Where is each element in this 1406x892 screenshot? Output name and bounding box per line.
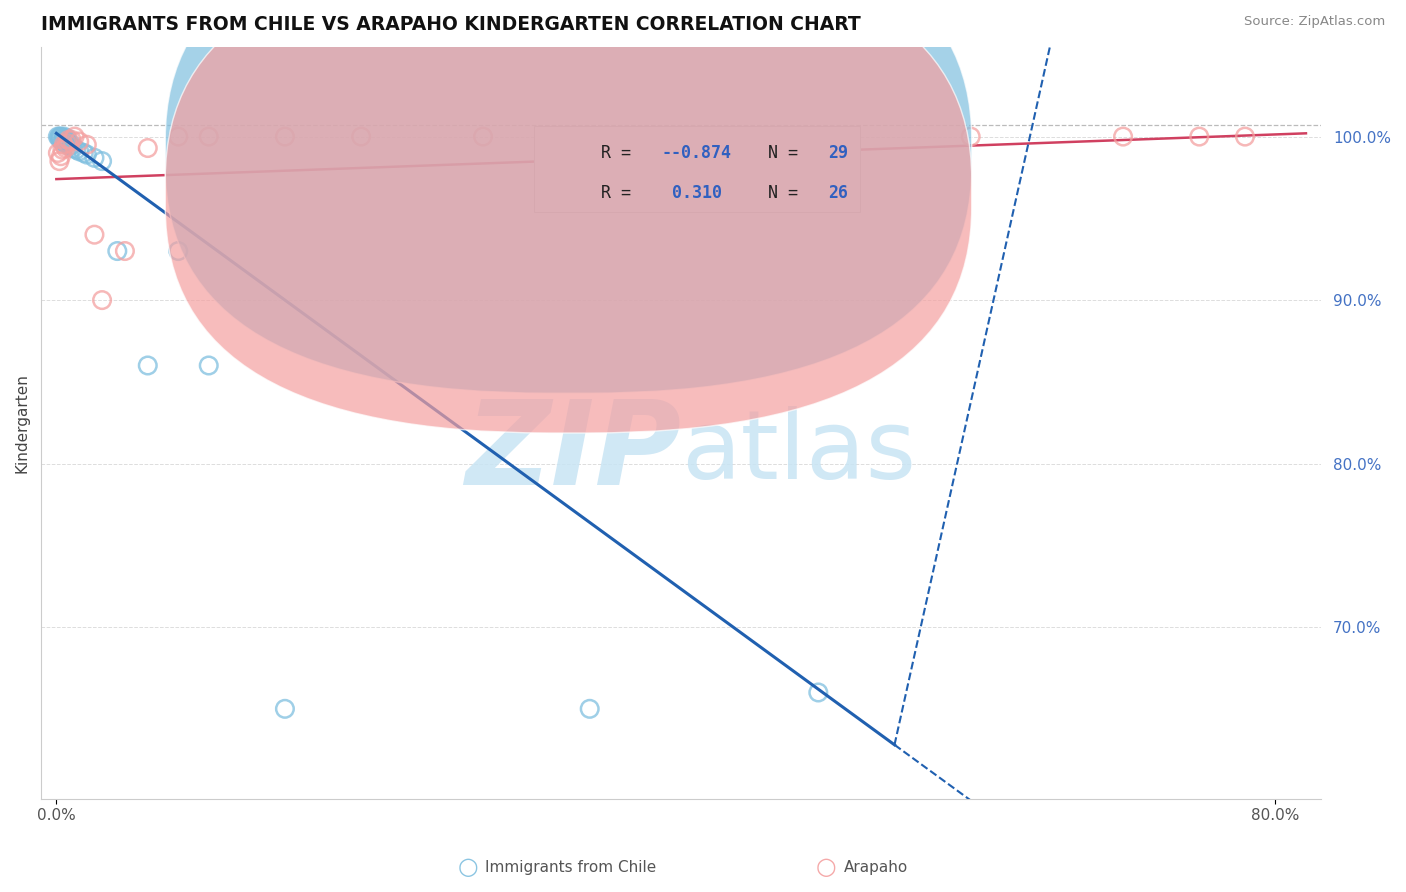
Point	[73, 145, 96, 160]
Text: 0.310: 0.310	[662, 184, 721, 202]
Text: 26: 26	[828, 184, 848, 202]
Point	[59, 139, 82, 153]
Point	[46, 145, 69, 160]
Point	[49, 133, 72, 147]
Point	[91, 154, 114, 169]
Text: N =: N =	[748, 145, 807, 162]
Text: R =: R =	[600, 184, 641, 202]
Point	[60, 137, 83, 152]
FancyBboxPatch shape	[534, 126, 860, 212]
Point	[65, 143, 87, 157]
Point	[58, 136, 80, 150]
Point	[51, 143, 73, 157]
Point	[62, 141, 84, 155]
Text: atlas: atlas	[681, 406, 917, 500]
Point	[83, 151, 105, 165]
Text: ○: ○	[815, 855, 837, 879]
Point	[46, 129, 69, 144]
FancyBboxPatch shape	[166, 0, 972, 393]
Point	[55, 141, 77, 155]
Point	[105, 244, 128, 258]
Point	[197, 359, 219, 373]
Point	[48, 154, 70, 169]
Point	[52, 137, 75, 152]
Y-axis label: Kindergarten: Kindergarten	[15, 373, 30, 473]
Point	[91, 293, 114, 307]
Point	[807, 129, 830, 144]
Point	[350, 129, 373, 144]
Text: Source: ZipAtlas.com: Source: ZipAtlas.com	[1244, 15, 1385, 28]
Point	[55, 136, 77, 150]
Point	[578, 702, 600, 716]
Point	[63, 129, 86, 144]
FancyBboxPatch shape	[166, 0, 972, 433]
Point	[76, 147, 98, 161]
Text: IMMIGRANTS FROM CHILE VS ARAPAHO KINDERGARTEN CORRELATION CHART: IMMIGRANTS FROM CHILE VS ARAPAHO KINDERG…	[41, 15, 860, 34]
Point	[49, 129, 72, 144]
Text: R =: R =	[600, 145, 641, 162]
Point	[56, 135, 79, 149]
Point	[274, 129, 297, 144]
Point	[197, 129, 219, 144]
Point	[60, 133, 83, 147]
Point	[1188, 129, 1211, 144]
Text: ○: ○	[457, 855, 478, 879]
Text: Immigrants from Chile: Immigrants from Chile	[485, 860, 657, 874]
Point	[56, 136, 79, 150]
Point	[807, 685, 830, 699]
Point	[48, 129, 70, 144]
Point	[136, 141, 159, 155]
Point	[52, 131, 75, 145]
Point	[58, 133, 80, 147]
Point	[959, 129, 981, 144]
Text: N =: N =	[748, 184, 807, 202]
Point	[67, 145, 90, 159]
Point	[472, 129, 495, 144]
Point	[114, 244, 136, 258]
Point	[67, 135, 90, 149]
Text: --0.874: --0.874	[662, 145, 733, 162]
Point	[167, 129, 190, 144]
Point	[136, 359, 159, 373]
Point	[1112, 129, 1135, 144]
Point	[274, 702, 297, 716]
Point	[1233, 129, 1256, 144]
Text: ZIP: ZIP	[465, 395, 681, 510]
Text: Arapaho: Arapaho	[844, 860, 908, 874]
Point	[49, 149, 72, 163]
Point	[51, 135, 73, 149]
Point	[167, 244, 190, 258]
Point	[48, 131, 70, 145]
Point	[76, 137, 98, 152]
Text: 29: 29	[828, 145, 848, 162]
Point	[55, 133, 77, 147]
Point	[83, 227, 105, 242]
Point	[52, 129, 75, 144]
Point	[56, 131, 79, 145]
